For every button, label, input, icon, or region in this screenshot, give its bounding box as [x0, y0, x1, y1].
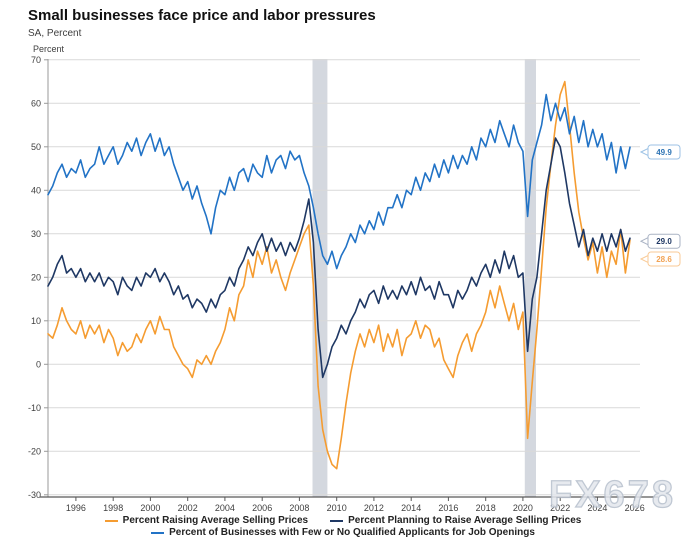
callout-box-2 — [647, 144, 681, 160]
y-tick-label: 50 — [31, 142, 41, 152]
series-line-2 — [47, 93, 631, 270]
callout-box-1 — [647, 233, 681, 249]
chart-subtitle: SA, Percent — [28, 28, 82, 39]
y-tick-label: 30 — [31, 229, 41, 239]
legend-dash-icon — [104, 519, 118, 522]
y-axis-title: Percent — [33, 44, 65, 54]
y-tick-label: 10 — [31, 316, 41, 326]
fx678-watermark: FX678 — [548, 473, 676, 516]
legend-label: Percent Planning to Raise Average Sellin… — [348, 515, 582, 526]
x-tick-label: 2008 — [289, 503, 309, 513]
x-tick-label: 2026 — [625, 503, 645, 513]
x-tick-label: 2022 — [550, 503, 570, 513]
legend-item-2: Percent of Businesses with Few or No Qua… — [151, 527, 535, 538]
y-tick-label: -30 — [28, 490, 41, 500]
legend-row-2: Percent of Businesses with Few or No Qua… — [0, 527, 686, 538]
callout-notch-1 — [639, 236, 649, 246]
x-tick-label: 2012 — [364, 503, 384, 513]
legend-item-0: Percent Raising Average Selling Prices — [104, 515, 309, 526]
legend-item-1: Percent Planning to Raise Average Sellin… — [330, 515, 581, 526]
y-tick-label: 40 — [31, 185, 41, 195]
callout-value-2: 49.9 — [656, 148, 672, 157]
callout-notch-2 — [639, 147, 649, 157]
callout-notch-0 — [639, 254, 649, 264]
x-tick-label: 1998 — [103, 503, 123, 513]
y-tick-label: -10 — [28, 403, 41, 413]
x-tick-label: 2024 — [587, 503, 607, 513]
x-tick-label: 2010 — [327, 503, 347, 513]
x-tick-label: 2006 — [252, 503, 272, 513]
x-tick-label: 2016 — [438, 503, 458, 513]
x-tick-label: 1996 — [66, 503, 86, 513]
x-tick-label: 2018 — [476, 503, 496, 513]
x-tick-label: 2004 — [215, 503, 235, 513]
legend-dash-icon — [151, 531, 165, 534]
callout-value-1: 29.0 — [656, 237, 672, 246]
series-line-0 — [47, 80, 631, 470]
x-tick-label: 2014 — [401, 503, 421, 513]
y-tick-label: 0 — [36, 359, 41, 369]
y-tick-label: 60 — [31, 98, 41, 108]
callout-box-0 — [647, 251, 681, 267]
legend-label: Percent of Businesses with Few or No Qua… — [169, 527, 535, 538]
y-tick-label: 70 — [31, 55, 41, 65]
x-tick-label: 2000 — [140, 503, 160, 513]
series-line-1 — [47, 137, 631, 379]
chart-title: Small businesses face price and labor pr… — [28, 7, 376, 24]
callout-value-0: 28.6 — [656, 255, 672, 264]
legend-row-1: Percent Raising Average Selling Prices Pe… — [0, 515, 686, 526]
y-tick-label: 20 — [31, 272, 41, 282]
x-tick-label: 2020 — [513, 503, 533, 513]
recession-band — [312, 59, 328, 497]
legend-label: Percent Raising Average Selling Prices — [122, 515, 309, 526]
x-tick-label: 2002 — [178, 503, 198, 513]
legend-dash-icon — [330, 519, 344, 522]
recession-band — [524, 59, 536, 497]
y-tick-label: -20 — [28, 446, 41, 456]
